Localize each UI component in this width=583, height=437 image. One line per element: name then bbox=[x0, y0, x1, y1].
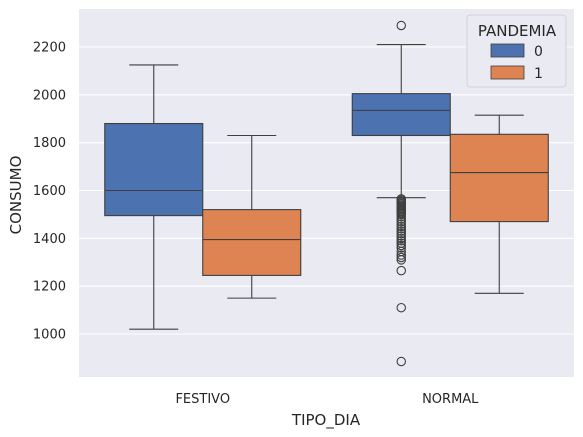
y-tick-label-1600: 1600 bbox=[33, 184, 66, 199]
y-tick-label-1000: 1000 bbox=[33, 328, 66, 343]
y-tick-label-1800: 1800 bbox=[33, 136, 66, 151]
legend-title: PANDEMIA bbox=[478, 22, 557, 40]
box-normal-0-outlier-19 bbox=[396, 221, 406, 232]
box-normal-0-outlier-0 bbox=[396, 20, 406, 31]
box-normal-0-outlier-28 bbox=[396, 243, 406, 253]
box-normal-1-iqr bbox=[449, 133, 549, 223]
legend-label-1: 1 bbox=[534, 66, 543, 82]
box-normal-0-outlier-14 bbox=[396, 209, 406, 220]
legend: PANDEMIA 0 1 bbox=[466, 14, 567, 88]
box-normal-0-outlier-22 bbox=[396, 228, 406, 239]
box-normal-0-outlier-20 bbox=[396, 224, 406, 234]
box-normal-0-iqr bbox=[351, 93, 451, 137]
y-tick-label-2200: 2200 bbox=[33, 41, 66, 56]
x-tick-labels: FESTIVO NORMAL bbox=[175, 392, 479, 407]
box-normal-0-outlier-25 bbox=[396, 235, 406, 246]
boxes-layer bbox=[104, 20, 549, 367]
y-tick-labels: 1000 1200 1400 1600 1800 2000 2200 bbox=[33, 41, 66, 343]
box-festivo-1-iqr bbox=[202, 209, 302, 276]
box-normal-0-outlier-21 bbox=[396, 226, 406, 236]
box-normal-0-outlier-24 bbox=[396, 233, 406, 244]
box-normal-0-outlier-31 bbox=[396, 252, 406, 263]
y-tick-label-2000: 2000 bbox=[33, 88, 66, 103]
x-axis-title: TIPO_DIA bbox=[291, 411, 361, 430]
y-tick-label-1400: 1400 bbox=[33, 232, 66, 247]
box-normal-0-outlier-35 bbox=[396, 356, 406, 367]
legend-label-0: 0 bbox=[534, 44, 543, 60]
box-normal-0-outlier-30 bbox=[396, 250, 406, 260]
x-tick-label-normal: NORMAL bbox=[422, 392, 479, 407]
box-festivo-0-iqr bbox=[104, 122, 204, 217]
box-normal-0-outlier-32 bbox=[396, 255, 406, 265]
x-tick-label-festivo: FESTIVO bbox=[175, 392, 230, 407]
box-normal-0-outlier-27 bbox=[396, 240, 406, 251]
y-tick-label-1200: 1200 bbox=[33, 280, 66, 295]
y-axis-title: CONSUMO bbox=[7, 156, 25, 235]
box-normal-0-outlier-18 bbox=[396, 219, 406, 229]
box-normal-0-outlier-17 bbox=[396, 216, 406, 227]
legend-swatch-0 bbox=[490, 43, 525, 58]
box-normal-0-outlier-15 bbox=[396, 212, 406, 222]
box-normal-0-outlier-23 bbox=[396, 231, 406, 241]
box-normal-0-outlier-34 bbox=[396, 302, 406, 313]
legend-swatch-1 bbox=[490, 65, 525, 80]
box-normal-0-outlier-33 bbox=[396, 265, 406, 276]
box-normal-0-outlier-16 bbox=[396, 214, 406, 224]
